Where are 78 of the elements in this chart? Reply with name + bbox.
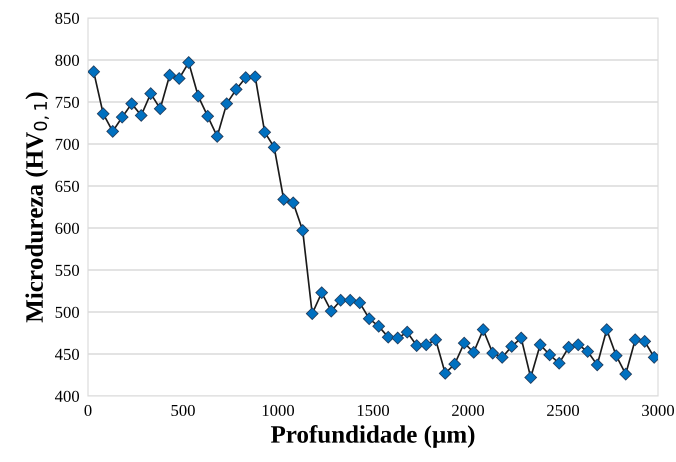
y-tick-label: 550 [56,264,80,276]
point [182,56,196,69]
point [590,358,604,372]
y-tick-label: 450 [54,348,80,360]
y-tick-label: 800 [55,54,80,66]
point [88,65,100,78]
point [458,336,471,350]
point [220,97,234,110]
point [134,109,148,122]
y-tick-label: 500 [56,306,80,318]
point [391,332,404,344]
point [296,224,310,237]
point [552,356,566,370]
point [277,193,290,206]
point [372,320,386,333]
point [362,312,376,326]
point [572,338,585,352]
point [486,346,500,360]
y-tick-label: 750 [56,96,80,108]
point [410,339,424,352]
point [154,102,167,116]
point [467,346,480,359]
point [438,367,452,380]
x-tick-label: 2000 [452,404,484,416]
point [268,141,281,154]
x-tick-label: 500 [171,404,195,416]
point [448,358,462,370]
point [334,294,348,307]
x-tick-label: 2500 [547,404,580,416]
point [400,326,414,338]
point [562,340,576,354]
point [524,371,538,384]
point [286,196,300,210]
point [172,72,186,85]
point [600,323,614,336]
point [420,338,433,352]
x-tick-label: 3000 [642,404,674,416]
point [230,83,243,96]
point [248,70,262,84]
point [116,110,129,124]
point [382,330,395,344]
y-tick-label: 650 [55,180,80,192]
x-tick-label: 1500 [358,404,390,416]
point [628,333,642,346]
point [543,348,556,362]
point [106,125,120,138]
point [210,130,224,143]
point [610,349,623,362]
point [514,332,528,344]
x-tick-label: 0 [84,404,92,416]
point [96,107,110,120]
point [163,68,176,82]
y-tick-label: 400 [54,390,80,402]
point [258,126,272,139]
x-tick-label: 1000 [262,404,294,416]
point [315,286,328,299]
point [239,71,252,84]
point [125,97,138,110]
point [429,333,442,346]
point [144,87,158,100]
point [476,323,490,336]
point [353,296,366,310]
y-tick-label: 700 [56,138,80,150]
y-tick-label: 850 [55,12,80,24]
point [324,304,338,318]
x-axis-title: Profundidade (µm) [270,425,474,448]
point [534,338,547,352]
point [192,90,205,102]
point [505,340,518,353]
point [638,335,652,348]
point [581,345,594,358]
point [306,307,319,320]
point [619,368,632,380]
y-axis-title: Microdureza (HV$_{0,1}$) [25,92,49,322]
point [344,294,357,307]
y-tick-label: 600 [55,222,80,234]
point [496,351,509,364]
point [201,110,214,123]
